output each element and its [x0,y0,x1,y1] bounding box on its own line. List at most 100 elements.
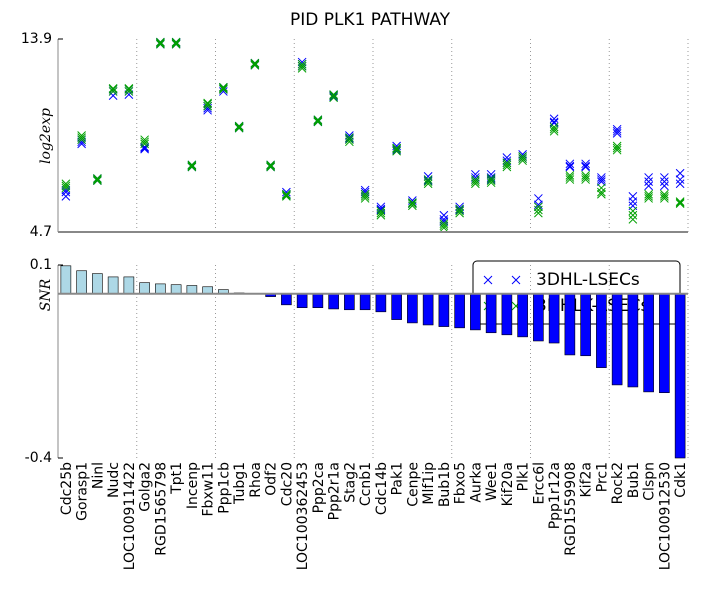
marker [360,187,370,197]
marker [61,185,71,195]
bar [501,293,513,336]
x-tick-label: Prc1 [594,462,610,492]
bar [391,293,402,320]
marker [93,175,102,184]
marker [360,191,370,201]
marker [124,87,134,96]
marker [77,137,86,147]
x-tick-label: Fbxw11 [201,462,217,517]
marker [549,118,559,128]
bar [92,273,103,295]
x-tick-label: Incenp [185,462,201,509]
marker [376,202,386,212]
marker [345,137,354,147]
marker [644,177,653,187]
marker [644,181,653,191]
marker [77,131,86,140]
marker [313,115,323,125]
marker [439,210,449,220]
marker [612,129,622,138]
x-tick-label: Ppp1cb [216,462,232,514]
marker [266,162,275,172]
marker [455,202,464,212]
x-tick-label: Ppp2r1a [327,462,343,520]
bar [359,293,371,311]
marker [581,171,590,180]
bar [312,293,324,309]
legend-label: 3DHL-LSECs [536,270,640,290]
marker [644,189,653,199]
bar [407,293,418,324]
marker [250,59,260,69]
marker [376,206,386,216]
x-tick-label: Cdk1 [673,462,689,498]
marker [612,145,622,155]
marker [77,135,86,145]
marker [140,137,149,147]
bar [627,293,639,388]
marker [565,159,575,169]
marker [250,58,260,68]
marker [581,173,590,182]
marker [502,160,512,170]
marker [203,101,212,111]
bar [139,282,150,295]
marker [581,175,590,184]
marker [644,191,653,201]
marker [282,187,291,197]
marker [345,133,354,142]
x-tick-label: Cdc20 [279,462,295,506]
marker [93,176,102,185]
marker [597,187,606,197]
x-tick-label: Clspn [642,462,658,501]
marker [565,171,575,180]
x-tick-label: Kif2a [579,462,595,498]
marker [392,143,401,153]
marker [360,185,370,195]
marker [219,82,228,92]
marker [597,175,606,184]
marker [250,60,260,70]
marker [612,126,622,136]
marker [345,135,354,145]
y-tick-label: -0.4 [25,450,52,466]
marker [282,189,291,199]
marker [329,91,338,100]
bar [375,293,387,313]
marker [471,175,480,184]
marker [219,83,228,93]
marker [345,134,354,144]
marker [628,215,638,224]
bar [485,293,497,334]
bar [643,293,654,393]
marker [140,143,149,153]
marker [581,161,590,171]
marker [360,194,370,203]
x-tick-label: RGD1559908 [563,462,579,556]
marker [518,156,527,166]
bar [533,293,544,342]
marker [511,275,521,285]
marker [644,194,653,203]
marker [392,144,401,154]
y-axis-label: log2exp [38,108,54,164]
marker [675,179,685,189]
marker [660,194,669,203]
marker [486,169,496,179]
marker [455,204,464,214]
marker [565,173,575,182]
marker [502,158,512,168]
x-tick-label: RGD1565798 [153,462,169,556]
marker [313,116,323,126]
marker [660,191,669,201]
marker [203,105,212,115]
bar [155,283,166,295]
marker [297,59,307,69]
x-tick-label: LOC100912530 [657,462,673,570]
marker [502,156,512,166]
marker [282,190,291,200]
marker [675,175,685,184]
x-tick-label: Ccnb1 [358,462,374,506]
x-tick-label: Golga2 [138,462,154,512]
